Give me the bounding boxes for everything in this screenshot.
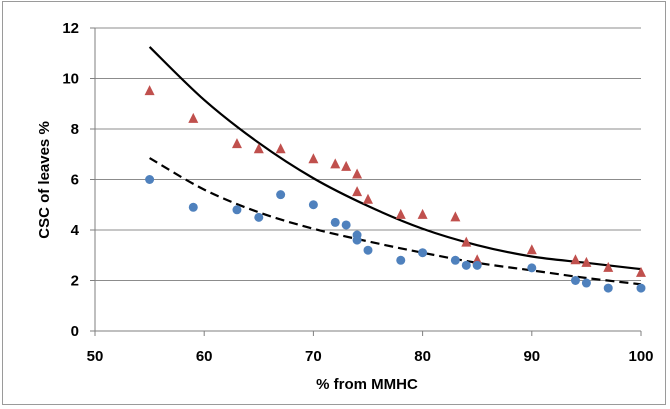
y-tick-label: 0 [71, 323, 79, 340]
circle-point [308, 200, 318, 210]
y-tick-label: 12 [62, 20, 79, 37]
circle-point [450, 255, 460, 265]
x-tick-label: 80 [414, 348, 431, 365]
circle-point [418, 248, 428, 258]
trendline-dashed [149, 157, 642, 286]
circle-point [254, 212, 264, 222]
triangle-point [363, 193, 373, 204]
trendlines [148, 46, 642, 286]
y-tick-label: 6 [71, 172, 79, 189]
triangle-point [636, 266, 646, 277]
circle-point [570, 276, 580, 285]
triangle-point [461, 236, 472, 247]
circle-point [276, 190, 286, 200]
triangle-point [188, 112, 199, 123]
circle-point [188, 202, 198, 212]
circle-point [330, 217, 340, 227]
y-tick-label: 4 [71, 222, 80, 239]
x-tick-label: 70 [305, 348, 322, 365]
y-tick-label: 2 [71, 273, 79, 290]
triangle-point [581, 256, 592, 267]
gridlines [95, 27, 641, 281]
triangle-point [352, 186, 363, 197]
trendline-solid [148, 46, 642, 271]
data-points [144, 85, 646, 293]
triangle-point [308, 153, 319, 164]
x-axis-title: % from MMHC [316, 376, 418, 393]
circle-point [581, 278, 591, 288]
circle-point [527, 263, 537, 273]
triangle-point [352, 168, 363, 179]
x-tick-label: 50 [87, 348, 104, 365]
chart-frame [2, 1, 666, 405]
y-tick-label: 8 [71, 121, 79, 138]
triangle-point [450, 211, 461, 222]
circle-point [461, 260, 471, 270]
triangle-point [275, 143, 286, 154]
circle-point [636, 283, 646, 293]
triangle-point [417, 208, 428, 219]
triangle-point [330, 158, 341, 169]
y-axis-title: CSC of leaves % [36, 121, 53, 239]
circle-point [603, 283, 613, 293]
axes [90, 27, 642, 336]
x-tick-label: 90 [523, 348, 540, 365]
triangle-point [526, 244, 537, 255]
triangle-point [603, 261, 614, 272]
circle-point [472, 260, 482, 270]
circle-point [232, 205, 242, 215]
triangle-point [253, 143, 264, 154]
triangle-point [231, 138, 242, 149]
tick-labels: 0 2 4 6 8 10 12 50 60 70 80 90 100 [62, 20, 653, 365]
triangle-point [144, 85, 155, 96]
triangle-point [570, 254, 581, 265]
y-tick-label: 10 [62, 71, 79, 88]
triangle-point [395, 208, 406, 219]
x-tick-label: 60 [196, 348, 213, 365]
circle-point [341, 220, 351, 230]
circle-point [145, 175, 155, 184]
circle-point [396, 255, 406, 265]
x-tick-label: 100 [628, 348, 653, 365]
circle-point [352, 235, 362, 245]
circle-point [363, 245, 373, 255]
triangle-point [341, 160, 352, 171]
